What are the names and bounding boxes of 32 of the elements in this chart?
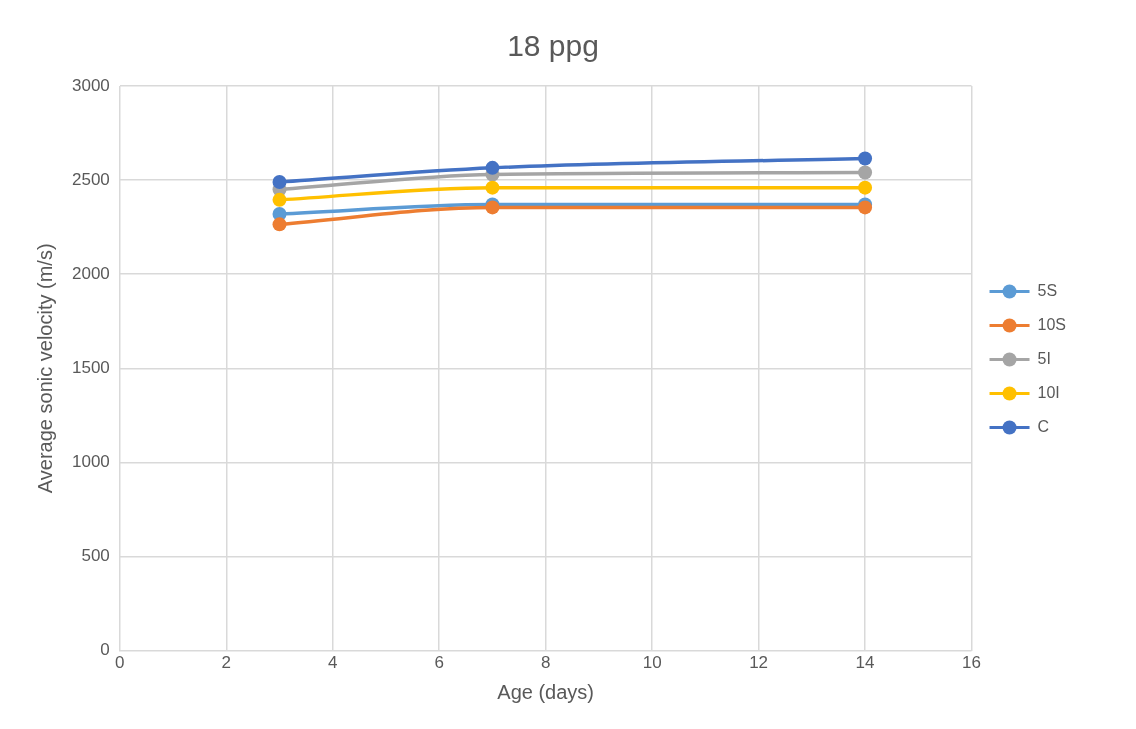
point (272, 192, 287, 207)
y-tick-label: 3000 (71, 75, 110, 95)
x-tick-label: 6 (434, 653, 444, 673)
y-tick-label: 2500 (71, 169, 110, 189)
legend-label: 5I (1037, 349, 1051, 367)
point (272, 217, 287, 232)
y-axis-title: Average sonic velocity (m/s) (33, 243, 56, 494)
legend-label: 10S (1037, 315, 1066, 333)
x-tick-label: 12 (749, 653, 769, 673)
x-tick-label: 4 (328, 653, 338, 673)
x-tick-label: 10 (642, 653, 662, 673)
point (858, 151, 873, 166)
point (858, 180, 873, 195)
point (485, 160, 500, 175)
x-tick-label: 14 (855, 653, 875, 673)
x-axis-title: Age (days) (497, 680, 595, 703)
point (485, 180, 500, 195)
legend-label: C (1037, 417, 1050, 435)
y-tick-label: 2000 (71, 263, 110, 283)
x-tick-label: 8 (540, 653, 551, 673)
y-tick-label: 500 (81, 546, 110, 566)
y-tick-label: 0 (100, 640, 110, 660)
y-tick-label: 1000 (71, 452, 110, 472)
x-tick-label: 2 (221, 653, 232, 673)
y-tick-label: 1500 (71, 357, 110, 377)
point (858, 165, 873, 180)
chart-title: 18 ppg (507, 29, 599, 63)
legend-label: 10I (1037, 383, 1060, 401)
x-tick-label: 0 (115, 653, 125, 673)
x-tick-label: 16 (962, 653, 981, 673)
legend-label: 5S (1037, 281, 1058, 299)
point (272, 174, 287, 189)
